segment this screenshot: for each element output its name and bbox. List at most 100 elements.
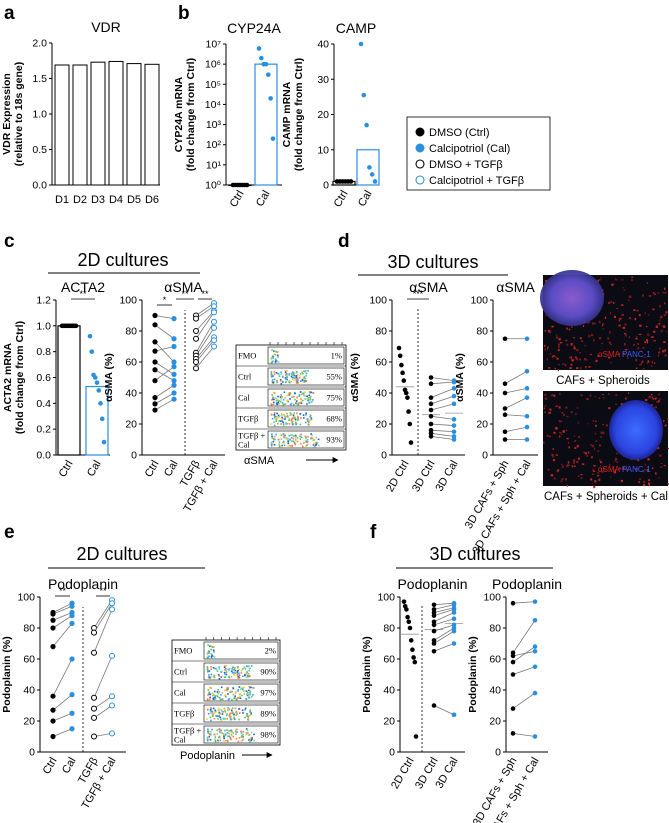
- speckle-dot: [646, 362, 648, 365]
- flow-dot: [289, 392, 292, 395]
- flow-dot: [289, 414, 291, 417]
- speckle-dot: [592, 444, 595, 447]
- speckle-dot: [593, 322, 597, 324]
- flow-dot: [295, 400, 298, 402]
- speckle-dot: [625, 468, 628, 471]
- flow-dot: [246, 693, 248, 695]
- y-axis-label-line: (fold change from Ctrl): [14, 321, 26, 434]
- flow-dot: [238, 692, 241, 695]
- data-point-2d: [408, 440, 414, 445]
- flow-dot: [280, 371, 282, 374]
- flow-dot: [283, 403, 286, 406]
- flow-dot: [290, 380, 293, 383]
- flow-dot: [214, 709, 217, 712]
- flow-dot: [300, 371, 303, 374]
- flow-dot: [291, 418, 293, 420]
- flow-dot: [226, 714, 228, 717]
- speckle-dot: [602, 394, 604, 396]
- speckle-dot: [664, 349, 667, 352]
- speckle-dot: [663, 313, 667, 316]
- speckle-dot: [568, 328, 571, 331]
- speckle-dot: [566, 464, 569, 467]
- pair-line: [504, 370, 528, 385]
- flow-dot: [218, 677, 221, 680]
- x-tick-label: D2: [73, 194, 87, 206]
- flow-dot: [292, 440, 295, 443]
- speckle-dot: [570, 356, 573, 359]
- y-tick-label: 30: [317, 74, 329, 86]
- flow-dot: [276, 379, 279, 382]
- flow-dot: [273, 350, 276, 352]
- legend: DMSO (Ctrl) Calcipotriol (Cal) DMSO + TG…: [406, 116, 551, 191]
- speckle-dot: [659, 319, 661, 321]
- flow-dot: [216, 695, 219, 698]
- flow-gate: [267, 346, 345, 365]
- flow-dot: [297, 417, 299, 419]
- speckle-dot: [593, 470, 596, 472]
- flow-dot: [238, 677, 241, 679]
- flow-dot: [217, 740, 219, 743]
- flow-dot: [218, 709, 220, 712]
- flow-dot: [226, 713, 228, 715]
- flow-gate: [203, 662, 279, 681]
- data-point-ctrl: [428, 395, 434, 400]
- data-point-2d: [405, 614, 410, 620]
- flow-dot: [215, 715, 217, 717]
- speckle-dot: [644, 341, 647, 344]
- speckle-dot: [593, 339, 595, 342]
- flow-dot: [206, 698, 209, 701]
- flow-dot: [250, 665, 253, 667]
- speckle-dot: [604, 316, 607, 320]
- flow-dot: [232, 687, 235, 690]
- flow-dot: [308, 391, 311, 393]
- pair-line: [195, 305, 215, 319]
- panel-label-b: b: [178, 3, 190, 24]
- flow-dot: [234, 707, 237, 710]
- flow-dot: [248, 686, 251, 688]
- flow-dot: [246, 671, 248, 673]
- flow-dot: [228, 735, 231, 738]
- flow-row-label-line: TGFβ +: [238, 431, 266, 441]
- flow-inset-e: FMO 2%Ctrl 90%Cal 97%TGFβ 89%TGFβ + Cal 98%Pod…: [171, 637, 281, 762]
- flow-dot: [310, 437, 312, 439]
- data-point-2d: [410, 647, 415, 652]
- flow-dot: [241, 668, 244, 670]
- data-point-cal: [451, 429, 457, 435]
- y-tick-label: 40: [125, 388, 137, 400]
- flow-dot: [297, 403, 300, 406]
- flow-dot: [281, 420, 283, 422]
- flow-dot: [302, 392, 304, 395]
- data-point-2d: [400, 370, 405, 376]
- flow-dot: [299, 413, 301, 415]
- speckle-dot: [580, 366, 582, 370]
- flow-dot: [230, 670, 233, 673]
- y-tick-label: 0: [495, 747, 501, 759]
- flow-dot: [287, 438, 289, 441]
- data-point-ctrl: [431, 648, 437, 654]
- speckle-dot: [658, 393, 660, 395]
- speckle-dot: [663, 420, 665, 422]
- flow-dot: [243, 666, 245, 669]
- data-point-cal: [451, 423, 457, 428]
- speckle-dot: [622, 326, 626, 329]
- flow-dot: [237, 677, 239, 679]
- flow-dot: [249, 737, 251, 740]
- flow-percent: 68%: [326, 414, 342, 424]
- pair-line: [195, 327, 215, 357]
- chart-title: Podoplanin: [397, 576, 467, 592]
- flow-dot: [278, 445, 281, 448]
- flow-dot: [207, 694, 209, 696]
- speckle-dot: [589, 394, 592, 397]
- flow-dot: [248, 689, 250, 692]
- pair-line: [430, 436, 455, 440]
- flow-dot: [283, 415, 286, 418]
- flow-dot: [248, 686, 251, 689]
- flow-dot: [253, 733, 255, 736]
- flow-dot: [209, 738, 212, 741]
- flow-dot: [212, 667, 215, 669]
- x-tick-label: Ctrl: [143, 459, 162, 480]
- flow-dot: [291, 444, 293, 447]
- flow-dot: [292, 376, 295, 379]
- data-point-ctrl: [152, 348, 158, 354]
- data-point-ctrl: [50, 625, 56, 631]
